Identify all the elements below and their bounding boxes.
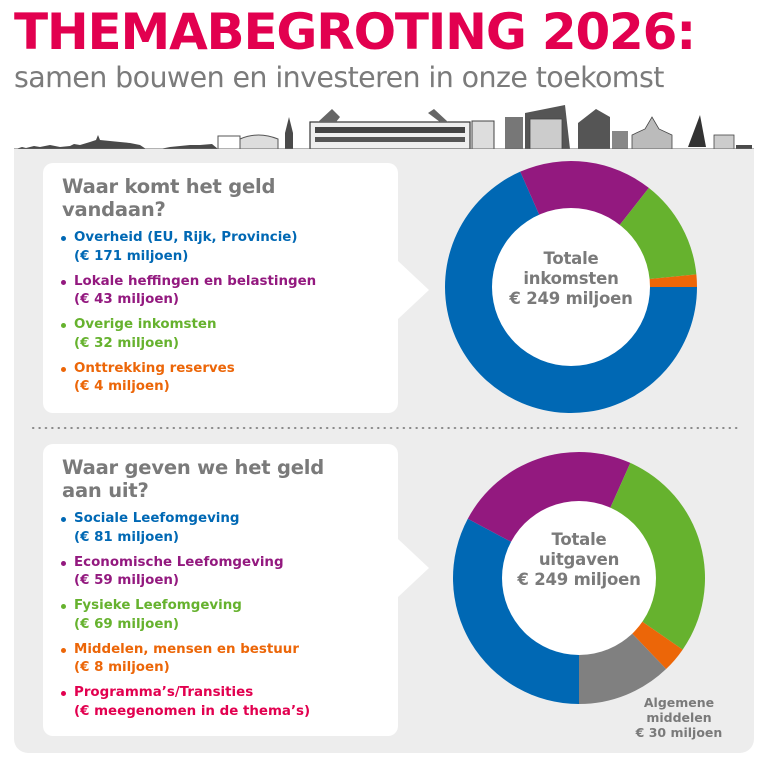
income-legend-card: Waar komt het geld vandaan? Overheid (EU… bbox=[43, 163, 398, 413]
expenses-heading: Waar geven we het geld aan uit? bbox=[62, 456, 325, 502]
bullet-icon bbox=[61, 647, 66, 653]
legend-item-onttrekking-reserves: Onttrekking reserves (€ 4 miljoen) bbox=[61, 360, 316, 397]
expenses-donut-center-label: Totale uitgaven € 249 miljoen bbox=[517, 530, 641, 589]
legend-item-middelen-mensen-bestuur: Middelen, mensen en bestuur (€ 8 miljoen… bbox=[61, 641, 310, 678]
bullet-icon bbox=[61, 517, 66, 522]
income-card-pointer bbox=[397, 260, 429, 320]
income-legend: Overheid (EU, Rijk, Provincie) (€ 171 mi… bbox=[61, 229, 316, 403]
page-subtitle: samen bouwen en investeren in onze toeko… bbox=[14, 61, 664, 94]
bullet-icon bbox=[61, 366, 66, 372]
section-divider bbox=[30, 427, 740, 429]
expenses-legend: Sociale Leefomgeving (€ 81 miljoen) Econ… bbox=[61, 510, 310, 728]
expenses-donut-chart bbox=[452, 452, 705, 704]
income-heading: Waar komt het geld vandaan? bbox=[62, 175, 276, 221]
bullet-icon bbox=[61, 236, 66, 241]
bullet-icon bbox=[61, 604, 66, 609]
bullet-icon bbox=[61, 691, 66, 696]
legend-item-lokale-heffingen: Lokale heffingen en belastingen (€ 43 mi… bbox=[61, 273, 316, 310]
income-donut-center-label: Totale inkomsten € 249 miljoen bbox=[509, 249, 633, 308]
income-donut-chart bbox=[445, 161, 697, 413]
expenses-card-pointer bbox=[397, 538, 429, 598]
legend-item-overige-inkomsten: Overige inkomsten (€ 32 miljoen) bbox=[61, 316, 316, 353]
bullet-icon bbox=[61, 279, 66, 285]
legend-item-overheid: Overheid (EU, Rijk, Provincie) (€ 171 mi… bbox=[61, 229, 316, 266]
legend-item-sociale-leefomgeving: Sociale Leefomgeving (€ 81 miljoen) bbox=[61, 510, 310, 547]
city-skyline-icon bbox=[14, 105, 754, 153]
legend-item-economische-leefomgeving: Economische Leefomgeving (€ 59 miljoen) bbox=[61, 554, 310, 591]
algemene-middelen-callout: Algemene middelen € 30 miljoen bbox=[635, 695, 723, 740]
legend-item-fysieke-leefomgeving: Fysieke Leefomgeving (€ 69 miljoen) bbox=[61, 597, 310, 634]
legend-item-programmas-transities: Programma’s/Transities (€ meegenomen in … bbox=[61, 684, 310, 721]
bullet-icon bbox=[61, 560, 66, 566]
expenses-legend-card: Waar geven we het geld aan uit? Sociale … bbox=[43, 444, 398, 736]
bullet-icon bbox=[61, 323, 66, 328]
page-title: THEMABEGROTING 2026: bbox=[14, 3, 696, 61]
